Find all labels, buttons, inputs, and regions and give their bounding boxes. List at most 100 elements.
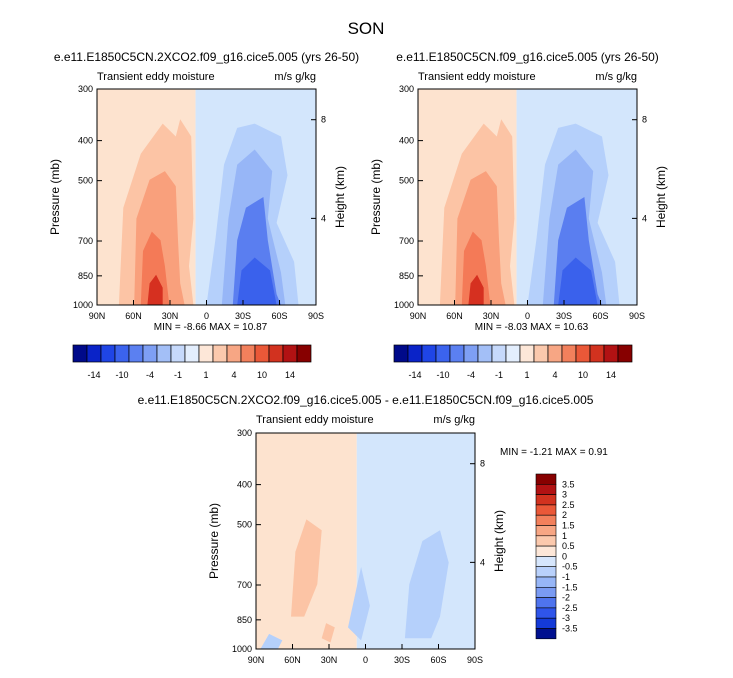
colorbar-swatch <box>535 607 557 619</box>
y-right-axis-label: Height (km) <box>333 166 347 228</box>
diff-warm-1 <box>291 519 322 617</box>
colorbar-label: 10 <box>578 370 588 380</box>
y-tick-label: 500 <box>78 176 93 186</box>
colorbar-swatch <box>535 617 557 629</box>
y-tick-label: 300 <box>237 428 252 438</box>
y-tick-label: 700 <box>78 236 93 246</box>
y-tick-label: 700 <box>399 236 414 246</box>
colorbar-swatch <box>142 344 158 363</box>
colorbar-label: 1 <box>203 370 208 380</box>
colorbar-swatch <box>128 344 144 363</box>
colorbar-label: 3.5 <box>562 479 575 489</box>
colorbar-swatch <box>72 344 88 363</box>
min-max-label: MIN = -8.03 MAX = 10.63 <box>475 322 589 333</box>
colorbar-swatch <box>561 344 577 363</box>
colorbar-label: 10 <box>257 370 267 380</box>
diff-cool-1 <box>404 530 449 639</box>
colorbar-swatch <box>114 344 130 363</box>
colorbar-label: 1.5 <box>562 521 575 531</box>
x-tick-label: 90S <box>629 311 645 321</box>
x-tick-label: 60S <box>430 655 446 665</box>
x-tick-label: 0 <box>204 311 209 321</box>
y-tick-label: 850 <box>399 271 414 281</box>
colorbar-swatch <box>407 344 423 363</box>
panel-subtitle-right: m/s g/kg <box>274 71 316 83</box>
colorbar-swatch <box>449 344 465 363</box>
colorbar-swatch <box>535 576 557 588</box>
colorbar-label: -1 <box>174 370 182 380</box>
y-right-axis-label: Height (km) <box>492 510 506 572</box>
colorbar-label: -4 <box>146 370 154 380</box>
colorbar-label: -14 <box>87 370 100 380</box>
y-tick-label: 400 <box>399 136 414 146</box>
colorbar-label: -14 <box>408 370 421 380</box>
x-tick-label: 60N <box>446 311 463 321</box>
colorbar-swatch <box>519 344 535 363</box>
y-tick-label: 500 <box>399 176 414 186</box>
x-tick-label: 90N <box>89 311 106 321</box>
y-tick-label: 1000 <box>232 644 252 654</box>
contour-warm-4 <box>147 274 163 305</box>
colorbar-swatch <box>535 473 557 485</box>
colorbar-swatch <box>535 597 557 609</box>
colorbar-label: -10 <box>115 370 128 380</box>
colorbar-swatch <box>535 483 557 495</box>
panel-title: e.e11.E1850C5CN.2XCO2.f09_g16.cice5.005 … <box>54 50 359 64</box>
panel-subtitle-left: Transient eddy moisture <box>256 414 374 426</box>
colorbar-swatch <box>535 628 557 640</box>
y-tick-label: 700 <box>237 580 252 590</box>
contour-cool-4 <box>558 257 598 305</box>
contour-warm-4 <box>468 274 484 305</box>
colorbar-label: -2 <box>562 593 570 603</box>
panel-title: e.e11.E1850C5CN.2XCO2.f09_g16.cice5.005 … <box>138 393 594 407</box>
colorbar-swatch <box>617 344 633 363</box>
x-tick-label: 60S <box>271 311 287 321</box>
colorbar-swatch <box>212 344 228 363</box>
colorbar-label: 4 <box>552 370 557 380</box>
colorbar-swatch <box>184 344 200 363</box>
y-tick-label: 850 <box>78 271 93 281</box>
colorbar-swatch <box>505 344 521 363</box>
colorbar-label: 3 <box>562 490 567 500</box>
panel-2: e.e11.E1850C5CN.f09_g16.cice5.005 (yrs 2… <box>369 50 668 333</box>
x-tick-label: 30N <box>483 311 500 321</box>
colorbar-label: -10 <box>436 370 449 380</box>
colorbar-top-2: -14 -10 -4 -1 1 4 10 14 <box>393 344 633 380</box>
colorbar-swatch <box>254 344 270 363</box>
colorbar-swatch <box>477 344 493 363</box>
colorbar-label: 14 <box>285 370 295 380</box>
colorbar-label: 14 <box>606 370 616 380</box>
colorbar-label: -1 <box>562 572 570 582</box>
y-tick-label: 1000 <box>394 300 414 310</box>
contour-warm-3 <box>140 231 170 305</box>
colorbar-swatch <box>170 344 186 363</box>
y-tick-label: 300 <box>399 84 414 94</box>
colorbar-swatch <box>198 344 214 363</box>
panel-title: e.e11.E1850C5CN.f09_g16.cice5.005 (yrs 2… <box>396 50 659 64</box>
y-tick-label: 400 <box>237 480 252 490</box>
panel-3: e.e11.E1850C5CN.2XCO2.f09_g16.cice5.005 … <box>138 393 609 665</box>
y-tick-label: 500 <box>237 520 252 530</box>
colorbar-swatch <box>535 514 557 526</box>
y-right-tick-label: 8 <box>642 115 647 125</box>
colorbar-label: 0 <box>562 551 567 561</box>
colorbar-swatch <box>393 344 409 363</box>
colorbar-swatch <box>421 344 437 363</box>
diff-warm-2 <box>321 623 335 643</box>
y-tick-label: 850 <box>237 615 252 625</box>
contour-cool-4 <box>237 257 277 305</box>
colorbar-label: 1 <box>562 531 567 541</box>
x-tick-label: 90N <box>410 311 427 321</box>
x-tick-label: 30S <box>394 655 410 665</box>
x-tick-label: 60S <box>592 311 608 321</box>
colorbar-swatch <box>86 344 102 363</box>
colorbar-label: 4 <box>231 370 236 380</box>
colorbar-swatch <box>100 344 116 363</box>
colorbar-swatch <box>296 344 312 363</box>
colorbar-swatch <box>156 344 172 363</box>
x-tick-label: 0 <box>363 655 368 665</box>
panel-subtitle-left: Transient eddy moisture <box>97 71 215 83</box>
colorbar-swatch <box>491 344 507 363</box>
x-tick-label: 90S <box>467 655 483 665</box>
colorbar-label: 1 <box>524 370 529 380</box>
